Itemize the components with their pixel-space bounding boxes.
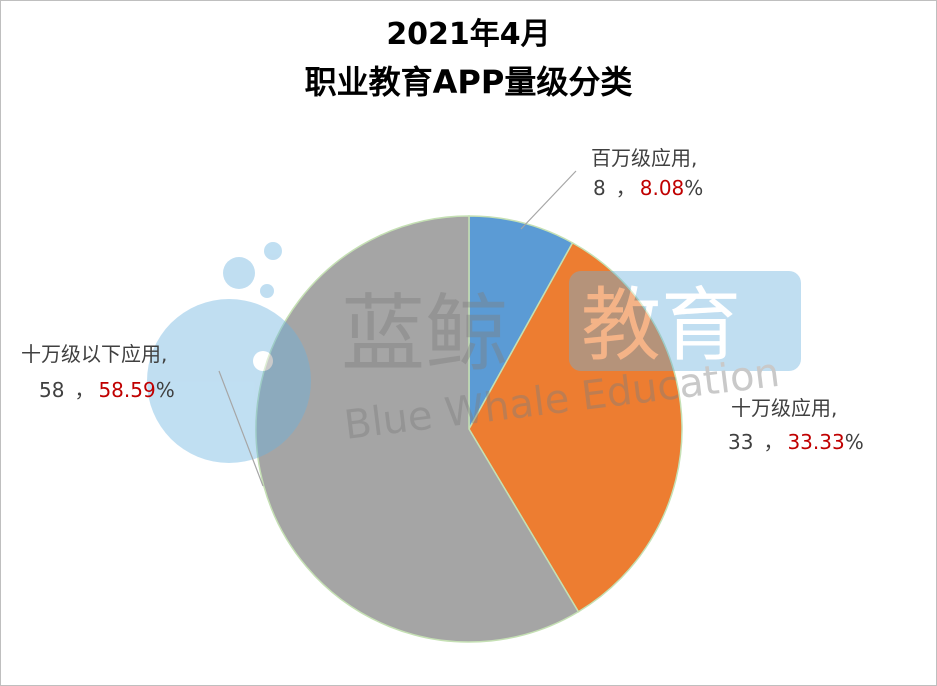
slice-label-shi-wan: 十万级应用, xyxy=(731,396,837,420)
slice-value-label-bai-wan: 8 ， 8.08% xyxy=(593,176,703,200)
slice-percent-sign-shi-wan-yi-xia: % xyxy=(156,378,175,402)
leader-line-bai-wan xyxy=(520,170,577,230)
pie-slices xyxy=(255,215,683,643)
slice-separator-shi-wan: ， xyxy=(763,430,783,454)
watermark-drop-circle xyxy=(147,299,311,463)
watermark-eye xyxy=(253,351,273,371)
slice-percent-shi-wan: 33.33 xyxy=(787,430,844,454)
slice-label-shi-wan-yi-xia: 十万级以下应用, xyxy=(21,342,167,366)
slice-separator-bai-wan: ， xyxy=(616,176,636,200)
slice-value-bai-wan: 8 xyxy=(593,176,606,200)
slice-value-shi-wan: 33 xyxy=(728,430,753,454)
watermark-drop-small-2 xyxy=(264,242,282,260)
chart-title-line-1: 2021年4月 xyxy=(386,17,551,52)
leader-line-shi-wan-yi-xia xyxy=(218,370,264,487)
slice-separator-shi-wan-yi-xia: ， xyxy=(74,378,94,402)
slice-value-shi-wan-yi-xia: 58 xyxy=(39,378,64,402)
slice-percent-bai-wan: 8.08 xyxy=(640,176,685,200)
watermark-text-cn-right: 教育 xyxy=(581,279,741,372)
slice-value-label-shi-wan-yi-xia: 58 ， 58.59% xyxy=(39,378,175,402)
watermark-drop-small-3 xyxy=(260,284,274,298)
chart-title-line-2: 职业教育APP量级分类 xyxy=(304,63,633,101)
pie-slice-shi-wan-yi-xia xyxy=(255,215,580,643)
watermark-badge xyxy=(569,271,801,371)
pie-slice-bai-wan xyxy=(468,215,574,432)
watermark-text-cn-left: 蓝鲸 xyxy=(341,285,509,383)
slice-percent-sign-bai-wan: % xyxy=(684,176,703,200)
slice-percent-shi-wan-yi-xia: 58.59 xyxy=(98,378,155,402)
watermark-drop-small-1 xyxy=(223,257,255,289)
pie-slice-shi-wan xyxy=(468,241,683,613)
slice-label-bai-wan: 百万级应用, xyxy=(591,146,697,170)
slice-value-label-shi-wan: 33 ， 33.33% xyxy=(728,430,864,454)
slice-percent-sign-shi-wan: % xyxy=(845,430,864,454)
